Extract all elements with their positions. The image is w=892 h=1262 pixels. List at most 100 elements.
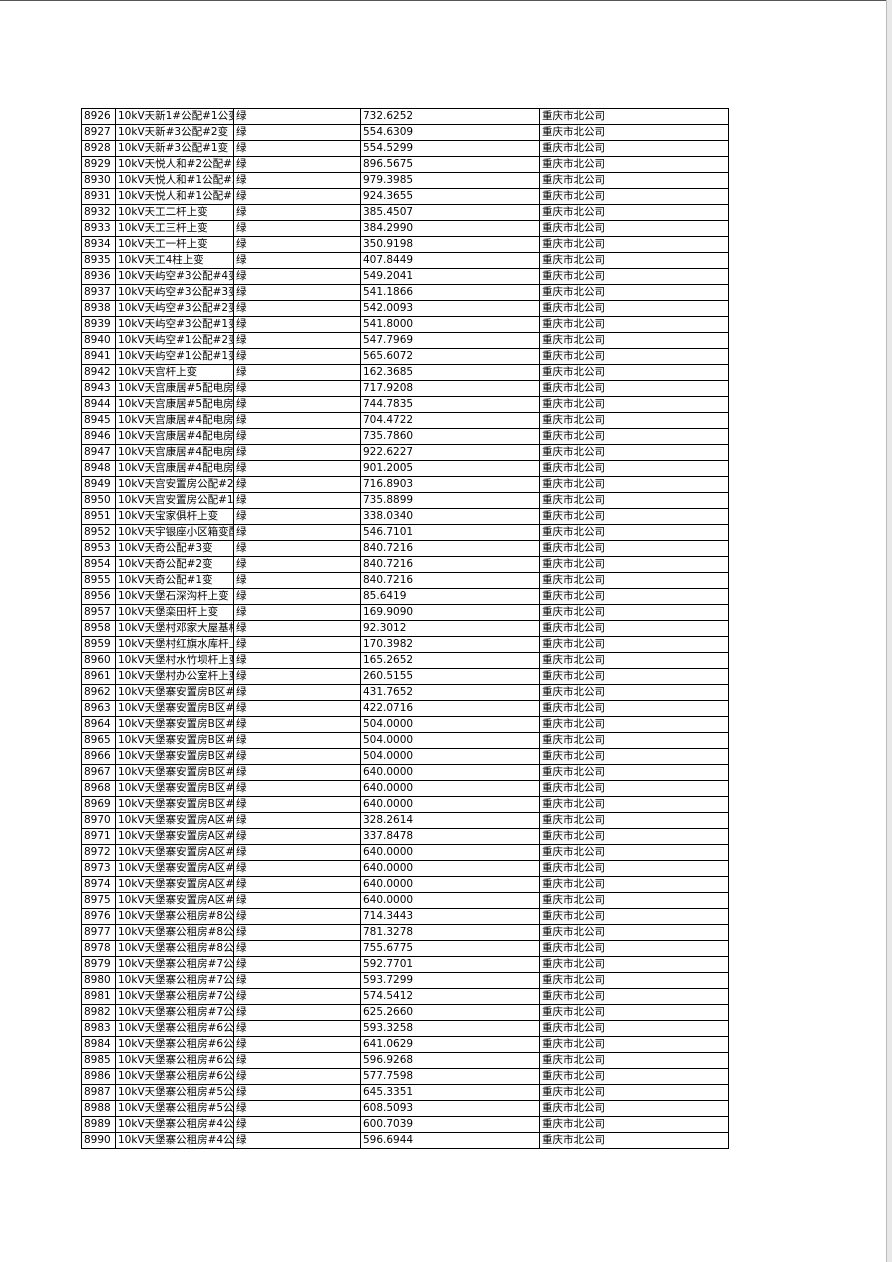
company-cell: 重庆市北公司 [539, 140, 729, 157]
table-row: 8968 10kV天堡寨安置房B区#1 绿 640.0000 重庆市北公司 [81, 780, 729, 797]
row-number-cell: 8983 [81, 1020, 116, 1037]
status-cell: 绿 [233, 972, 361, 989]
device-name-cell: 10kV天堡寨安置房A区#3 [115, 812, 234, 829]
device-name-cell: 10kV天堡寨公租房#7公配 [115, 956, 234, 973]
table-row: 8945 10kV天宫康居#4配电房# 绿 704.4722 重庆市北公司 [81, 412, 729, 429]
value-cell: 162.3685 [360, 364, 540, 381]
value-cell: 593.7299 [360, 972, 540, 989]
device-name-cell: 10kV天堡石深沟杆上变 [115, 588, 234, 605]
company-cell: 重庆市北公司 [539, 492, 729, 509]
row-number-cell: 8986 [81, 1068, 116, 1085]
row-number-cell: 8955 [81, 572, 116, 589]
row-number-cell: 8985 [81, 1052, 116, 1069]
device-name-cell: 10kV天宫安置房公配#1变 [115, 492, 234, 509]
device-name-cell: 10kV天工4柱上变 [115, 252, 234, 269]
device-name-cell: 10kV天堡寨公租房#6公配 [115, 1068, 234, 1085]
device-name-cell: 10kV天堡寨安置房B区#2 [115, 764, 234, 781]
row-number-cell: 8939 [81, 316, 116, 333]
value-cell: 625.2660 [360, 1004, 540, 1021]
value-cell: 640.0000 [360, 860, 540, 877]
device-name-cell: 10kV天屿空#3公配#3变 [115, 284, 234, 301]
company-cell: 重庆市北公司 [539, 572, 729, 589]
company-cell: 重庆市北公司 [539, 332, 729, 349]
device-name-cell: 10kV天堡寨公租房#8公配 [115, 924, 234, 941]
device-name-cell: 10kV天堡寨安置房B区#1 [115, 780, 234, 797]
device-name-cell: 10kV天堡寨公租房#7公配 [115, 1004, 234, 1021]
company-cell: 重庆市北公司 [539, 556, 729, 573]
company-cell: 重庆市北公司 [539, 412, 729, 429]
row-number-cell: 8946 [81, 428, 116, 445]
table-row: 8941 10kV天屿空#1公配#1变绿 565.6072 重庆市北公司 [81, 348, 729, 365]
row-number-cell: 8970 [81, 812, 116, 829]
row-number-cell: 8947 [81, 444, 116, 461]
value-cell: 328.2614 [360, 812, 540, 829]
company-cell: 重庆市北公司 [539, 1100, 729, 1117]
value-cell: 554.6309 [360, 124, 540, 141]
value-cell: 592.7701 [360, 956, 540, 973]
company-cell: 重庆市北公司 [539, 796, 729, 813]
table-row: 8956 10kV天堡石深沟杆上变绿 85.6419 重庆市北公司 [81, 588, 729, 605]
row-number-cell: 8953 [81, 540, 116, 557]
table-row: 8953 10kV天奇公配#3变绿 840.7216 重庆市北公司 [81, 540, 729, 557]
value-cell: 338.0340 [360, 508, 540, 525]
row-number-cell: 8977 [81, 924, 116, 941]
status-cell: 绿 [233, 636, 361, 653]
value-cell: 541.1866 [360, 284, 540, 301]
row-number-cell: 8987 [81, 1084, 116, 1101]
table-row: 8990 10kV天堡寨公租房#4公配绿 596.6944 重庆市北公司 [81, 1132, 729, 1149]
table-row: 8969 10kV天堡寨安置房B区#1 绿 640.0000 重庆市北公司 [81, 796, 729, 813]
row-number-cell: 8937 [81, 284, 116, 301]
table-row: 8946 10kV天宫康居#4配电房# 绿 735.7860 重庆市北公司 [81, 428, 729, 445]
device-name-cell: 10kV天新#3公配#1变 [115, 140, 234, 157]
status-cell: 绿 [233, 876, 361, 893]
status-cell: 绿 [233, 588, 361, 605]
device-name-cell: 10kV天悦人和#1公配#1变 [115, 188, 234, 205]
status-cell: 绿 [233, 412, 361, 429]
status-cell: 绿 [233, 1036, 361, 1053]
device-name-cell: 10kV天堡寨安置房B区#4 [115, 684, 234, 701]
device-name-cell: 10kV天堡寨安置房A区#1 [115, 876, 234, 893]
row-number-cell: 8964 [81, 716, 116, 733]
table-row: 8954 10kV天奇公配#2变绿 840.7216 重庆市北公司 [81, 556, 729, 573]
device-name-cell: 10kV天宇银座小区箱变配 [115, 524, 234, 541]
table-row: 8971 10kV天堡寨安置房A区#3 绿 337.8478 重庆市北公司 [81, 828, 729, 845]
table-row: 8966 10kV天堡寨安置房B区#2 绿 504.0000 重庆市北公司 [81, 748, 729, 765]
table-row: 8935 10kV天工4柱上变绿 407.8449 重庆市北公司 [81, 252, 729, 269]
company-cell: 重庆市北公司 [539, 1004, 729, 1021]
company-cell: 重庆市北公司 [539, 700, 729, 717]
device-name-cell: 10kV天宫安置房公配#2变 [115, 476, 234, 493]
company-cell: 重庆市北公司 [539, 1116, 729, 1133]
row-number-cell: 8931 [81, 188, 116, 205]
status-cell: 绿 [233, 684, 361, 701]
device-name-cell: 10kV天堡寨公租房#4公配 [115, 1116, 234, 1133]
device-name-cell: 10kV天宝家俱杆上变 [115, 508, 234, 525]
value-cell: 640.0000 [360, 764, 540, 781]
table-row: 8952 10kV天宇银座小区箱变配绿 546.7101 重庆市北公司 [81, 524, 729, 541]
device-name-cell: 10kV天堡寨安置房A区#2 [115, 860, 234, 877]
device-name-cell: 10kV天堡寨安置房B区#3 [115, 716, 234, 733]
row-number-cell: 8969 [81, 796, 116, 813]
value-cell: 574.5412 [360, 988, 540, 1005]
value-cell: 979.3985 [360, 172, 540, 189]
status-cell: 绿 [233, 988, 361, 1005]
company-cell: 重庆市北公司 [539, 652, 729, 669]
table-row: 8944 10kV天宫康居#5配电房# 绿 744.7835 重庆市北公司 [81, 396, 729, 413]
row-number-cell: 8966 [81, 748, 116, 765]
status-cell: 绿 [233, 172, 361, 189]
status-cell: 绿 [233, 284, 361, 301]
table-row: 8974 10kV天堡寨安置房A区#1 绿 640.0000 重庆市北公司 [81, 876, 729, 893]
table-row: 8957 10kV天堡栾田杆上变绿 169.9090 重庆市北公司 [81, 604, 729, 621]
device-name-cell: 10kV天堡寨安置房A区#2 [115, 844, 234, 861]
company-cell: 重庆市北公司 [539, 1068, 729, 1085]
value-cell: 716.8903 [360, 476, 540, 493]
device-name-cell: 10kV天堡寨公租房#8公配 [115, 908, 234, 925]
table-row: 8964 10kV天堡寨安置房B区#3 绿 504.0000 重庆市北公司 [81, 716, 729, 733]
status-cell: 绿 [233, 556, 361, 573]
row-number-cell: 8932 [81, 204, 116, 221]
device-name-cell: 10kV天工三杆上变 [115, 220, 234, 237]
status-cell: 绿 [233, 492, 361, 509]
status-cell: 绿 [233, 908, 361, 925]
company-cell: 重庆市北公司 [539, 636, 729, 653]
table-row: 8970 10kV天堡寨安置房A区#3 绿 328.2614 重庆市北公司 [81, 812, 729, 829]
row-number-cell: 8945 [81, 412, 116, 429]
